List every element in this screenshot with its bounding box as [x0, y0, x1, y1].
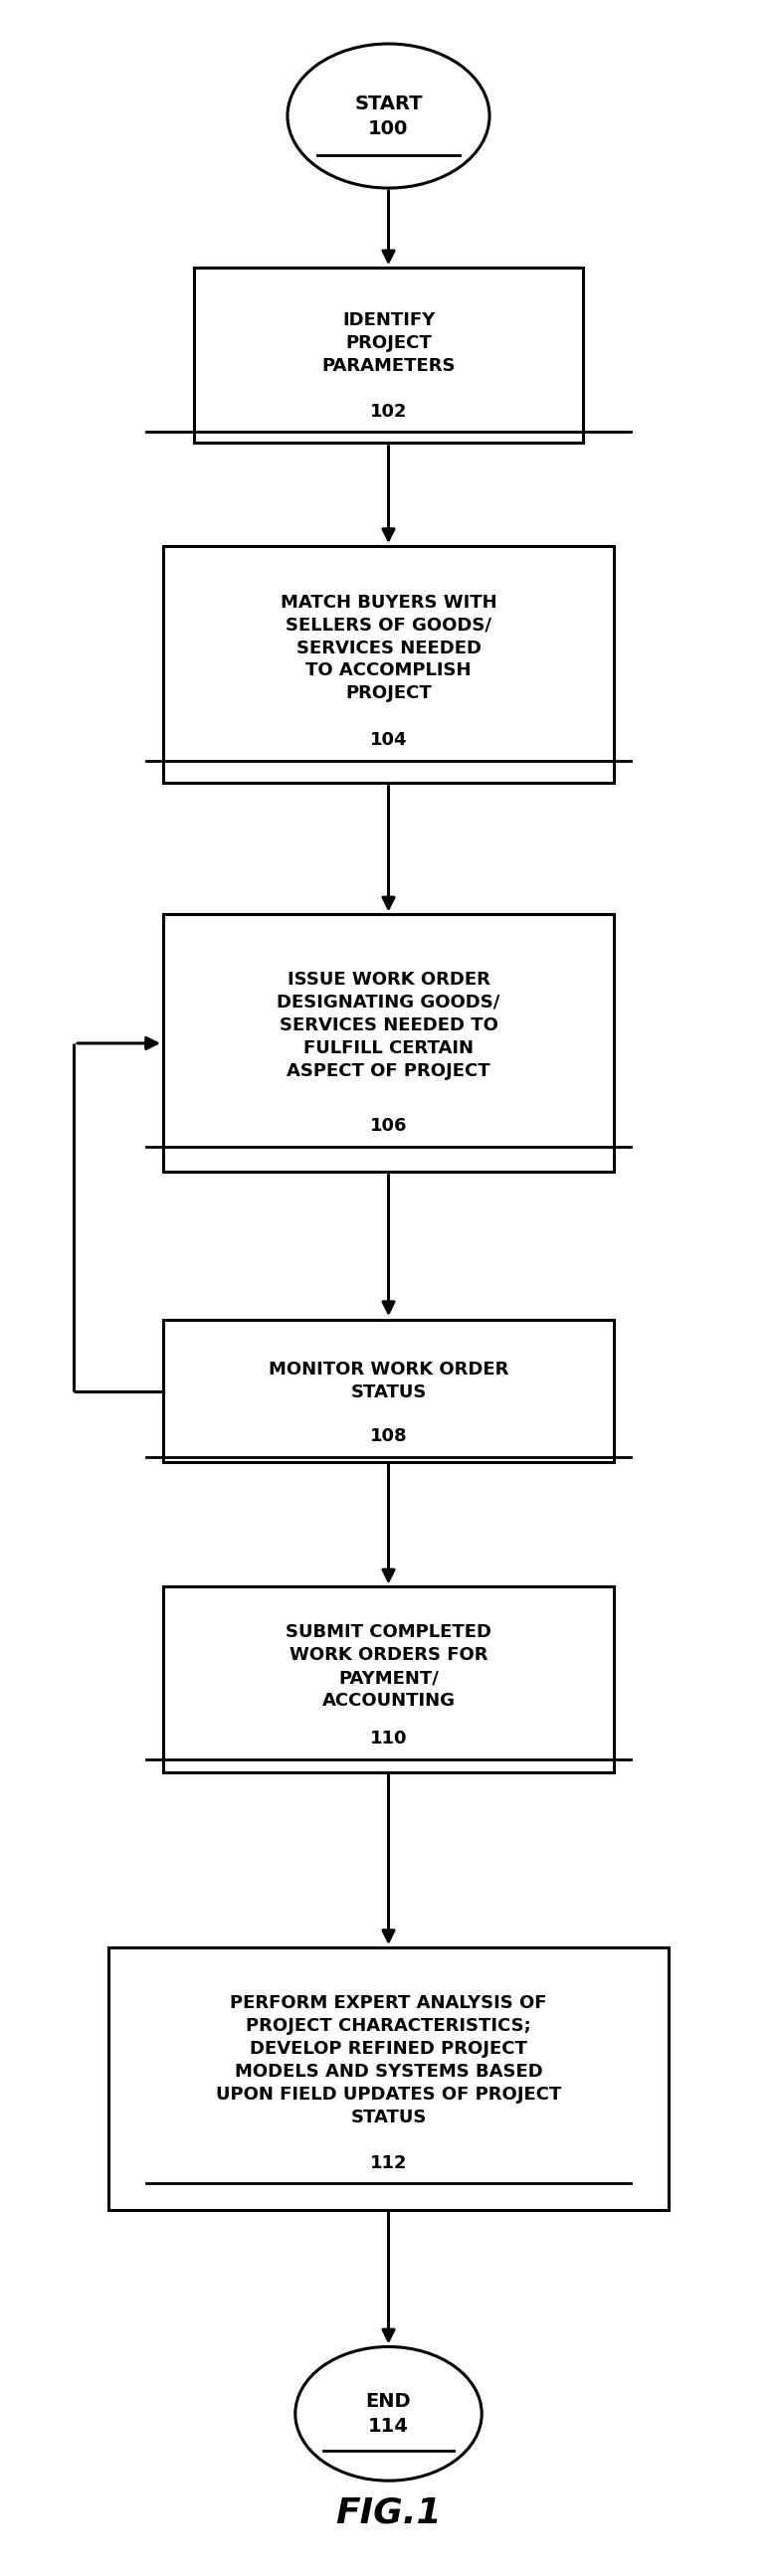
FancyBboxPatch shape — [109, 1947, 668, 2210]
Ellipse shape — [295, 2347, 482, 2481]
Text: MONITOR WORK ORDER
STATUS: MONITOR WORK ORDER STATUS — [268, 1360, 509, 1401]
Text: SUBMIT COMPLETED
WORK ORDERS FOR
PAYMENT/
ACCOUNTING: SUBMIT COMPLETED WORK ORDERS FOR PAYMENT… — [285, 1623, 492, 1710]
Text: START
100: START 100 — [354, 95, 423, 137]
Text: 106: 106 — [370, 1118, 407, 1133]
Text: FIG.1: FIG.1 — [336, 2496, 441, 2530]
FancyBboxPatch shape — [163, 1587, 614, 1772]
Text: 112: 112 — [370, 2154, 407, 2172]
Text: PERFORM EXPERT ANALYSIS OF
PROJECT CHARACTERISTICS;
DEVELOP REFINED PROJECT
MODE: PERFORM EXPERT ANALYSIS OF PROJECT CHARA… — [216, 1994, 561, 2125]
FancyBboxPatch shape — [163, 546, 614, 783]
Ellipse shape — [287, 44, 490, 188]
Text: 108: 108 — [370, 1427, 407, 1445]
Text: END
114: END 114 — [366, 2393, 411, 2434]
FancyBboxPatch shape — [163, 1319, 614, 1463]
Text: IDENTIFY
PROJECT
PARAMETERS: IDENTIFY PROJECT PARAMETERS — [322, 312, 455, 376]
Text: 104: 104 — [370, 732, 407, 750]
Text: 110: 110 — [370, 1731, 407, 1749]
Text: MATCH BUYERS WITH
SELLERS OF GOODS/
SERVICES NEEDED
TO ACCOMPLISH
PROJECT: MATCH BUYERS WITH SELLERS OF GOODS/ SERV… — [280, 592, 497, 703]
FancyBboxPatch shape — [163, 914, 614, 1172]
Text: ISSUE WORK ORDER
DESIGNATING GOODS/
SERVICES NEEDED TO
FULFILL CERTAIN
ASPECT OF: ISSUE WORK ORDER DESIGNATING GOODS/ SERV… — [277, 971, 500, 1079]
FancyBboxPatch shape — [194, 268, 583, 443]
Text: 102: 102 — [370, 402, 407, 420]
